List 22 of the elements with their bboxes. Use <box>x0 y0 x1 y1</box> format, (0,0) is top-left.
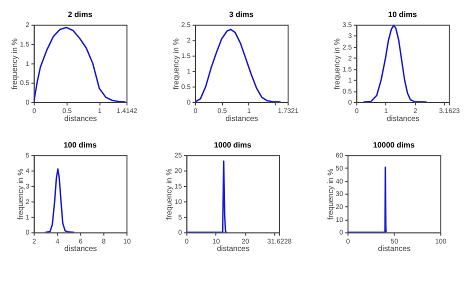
y-axis-title: frequency in % <box>164 168 174 220</box>
line-series <box>362 24 428 102</box>
x-axis-title: distances <box>386 114 420 123</box>
chart-title: 10000 dims <box>373 140 415 150</box>
x-axis-title: distances <box>378 244 411 254</box>
y-axis-title: frequency in % <box>16 168 25 220</box>
line-series <box>195 28 282 102</box>
chart-title: 2 dims <box>68 10 92 20</box>
x-axis-title: distances <box>216 244 250 254</box>
x-axis-title: distances <box>64 114 98 123</box>
chart-title: 1000 dims <box>214 140 252 150</box>
y-axis-title: frequency in % <box>171 38 180 90</box>
y-axis-title: frequency in % <box>332 38 342 90</box>
x-axis-title: distances <box>226 114 258 123</box>
chart-title: 100 dims <box>64 140 97 150</box>
y-axis-title: frequency in % <box>10 38 20 90</box>
chart-title: 3 dims <box>229 10 254 20</box>
line-series <box>34 26 126 102</box>
x-axis-title: distances <box>64 244 98 254</box>
line-series <box>44 168 76 232</box>
chart-title: 10 dims <box>388 10 417 20</box>
y-axis-title: frequency in % <box>326 168 335 220</box>
